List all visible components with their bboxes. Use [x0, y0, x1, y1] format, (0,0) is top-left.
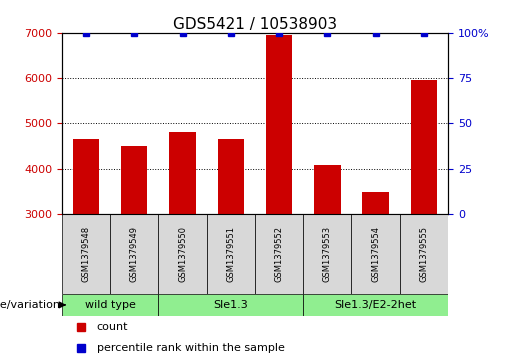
- Text: wild type: wild type: [84, 300, 135, 310]
- Bar: [255, 214, 303, 294]
- Bar: [363, 192, 389, 214]
- Text: GSM1379552: GSM1379552: [274, 226, 284, 282]
- Text: Sle1.3/E2-2het: Sle1.3/E2-2het: [335, 300, 417, 310]
- Text: GSM1379553: GSM1379553: [323, 226, 332, 282]
- Title: GDS5421 / 10538903: GDS5421 / 10538903: [173, 16, 337, 32]
- Bar: [400, 214, 448, 294]
- Bar: [266, 35, 293, 214]
- Bar: [159, 294, 303, 316]
- Bar: [169, 132, 196, 214]
- Text: GSM1379551: GSM1379551: [226, 226, 235, 282]
- Text: GSM1379550: GSM1379550: [178, 226, 187, 282]
- Bar: [159, 214, 207, 294]
- Bar: [303, 294, 448, 316]
- Text: GSM1379549: GSM1379549: [130, 226, 139, 282]
- Bar: [62, 214, 110, 294]
- Bar: [410, 80, 437, 214]
- Bar: [62, 294, 159, 316]
- Bar: [303, 214, 351, 294]
- Bar: [207, 214, 255, 294]
- Text: GSM1379548: GSM1379548: [81, 226, 91, 282]
- Bar: [110, 214, 159, 294]
- Bar: [73, 139, 99, 214]
- Bar: [121, 146, 147, 214]
- Text: count: count: [97, 322, 128, 332]
- Bar: [314, 165, 340, 214]
- Bar: [217, 139, 244, 214]
- Bar: [351, 214, 400, 294]
- Text: Sle1.3: Sle1.3: [213, 300, 248, 310]
- Text: GSM1379554: GSM1379554: [371, 226, 380, 282]
- Text: percentile rank within the sample: percentile rank within the sample: [97, 343, 284, 354]
- Text: GSM1379555: GSM1379555: [419, 226, 428, 282]
- Text: genotype/variation: genotype/variation: [0, 300, 61, 310]
